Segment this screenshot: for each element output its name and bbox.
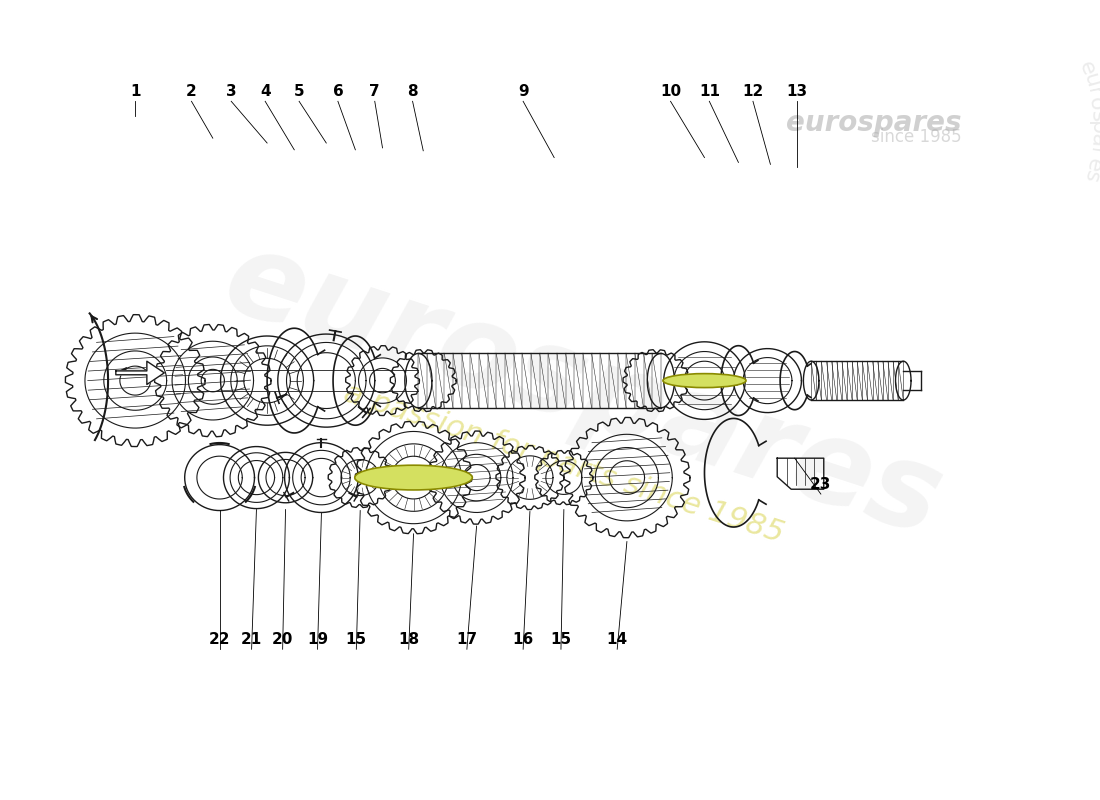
Text: 11: 11 <box>698 84 719 99</box>
Text: 3: 3 <box>226 84 236 99</box>
Text: 8: 8 <box>407 84 418 99</box>
Text: 1: 1 <box>130 84 141 99</box>
Text: 2: 2 <box>186 84 197 99</box>
Text: 20: 20 <box>272 632 294 647</box>
Ellipse shape <box>663 374 746 387</box>
Text: 15: 15 <box>550 632 572 647</box>
Polygon shape <box>116 362 164 385</box>
Text: 22: 22 <box>209 632 230 647</box>
Text: e: e <box>1082 156 1100 174</box>
Ellipse shape <box>355 466 472 490</box>
Text: 9: 9 <box>518 84 528 99</box>
Text: r: r <box>1082 86 1100 98</box>
Text: 6: 6 <box>332 84 343 99</box>
Text: 15: 15 <box>345 632 367 647</box>
Text: s: s <box>1087 110 1100 122</box>
Text: 13: 13 <box>786 84 807 99</box>
Text: 7: 7 <box>370 84 381 99</box>
Text: 12: 12 <box>742 84 763 99</box>
Text: r: r <box>1085 146 1100 158</box>
Text: 19: 19 <box>307 632 328 647</box>
Text: eurospares: eurospares <box>786 109 961 137</box>
Text: 14: 14 <box>606 632 628 647</box>
Text: a passion for parts since 1985: a passion for parts since 1985 <box>340 378 788 548</box>
Text: 5: 5 <box>294 84 305 99</box>
Text: p: p <box>1087 122 1100 135</box>
Text: 21: 21 <box>241 632 262 647</box>
Text: 4: 4 <box>260 84 271 99</box>
Text: 23: 23 <box>811 477 832 492</box>
Text: 10: 10 <box>660 84 681 99</box>
Text: eurospares: eurospares <box>210 220 956 560</box>
Text: a: a <box>1087 133 1100 148</box>
Text: since 1985: since 1985 <box>871 129 961 146</box>
Text: u: u <box>1079 71 1100 90</box>
Text: e: e <box>1075 59 1099 78</box>
Text: o: o <box>1085 96 1100 112</box>
Text: s: s <box>1079 168 1100 185</box>
Text: 17: 17 <box>456 632 477 647</box>
Text: 18: 18 <box>398 632 419 647</box>
Text: 16: 16 <box>513 632 534 647</box>
